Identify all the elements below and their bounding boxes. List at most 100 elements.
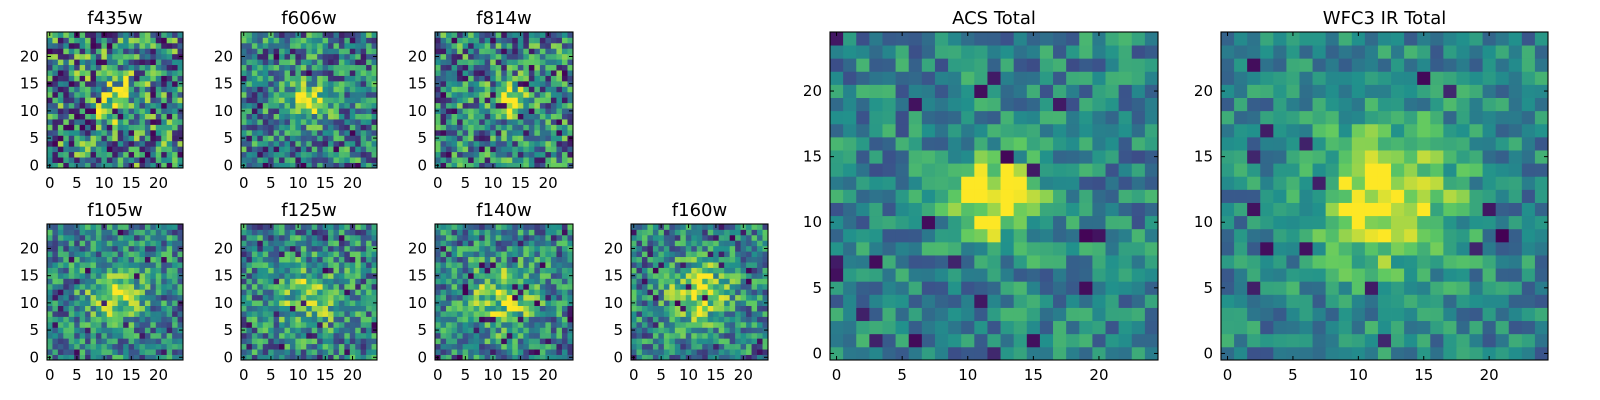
heatmap-cell [112,53,119,60]
heatmap-cell [446,129,452,136]
heatmap-cell [134,97,140,104]
heatmap-cell [123,97,129,104]
heatmap-cell [490,140,497,147]
heatmap-cell [95,75,102,82]
heatmap-cell [128,289,135,296]
heatmap-cell [528,321,535,328]
heatmap-cell [550,70,557,76]
heatmap-cell [57,102,64,109]
heatmap-cell [300,338,307,345]
heatmap-cell [246,59,253,66]
heatmap-cell [284,251,291,258]
heatmap-cell [134,151,140,158]
heatmap-cell [517,53,524,60]
x-tick-label: 15 [316,366,335,384]
heatmap-cell [311,327,318,334]
heatmap-cell [440,124,447,131]
heatmap-cell [338,294,345,301]
heatmap-cell [371,113,378,120]
heatmap-cell [762,289,769,296]
heatmap-cell [556,278,563,285]
heatmap-cell [517,256,524,263]
heatmap-cell [355,129,362,136]
heatmap-cell [479,224,486,230]
heatmap-cell [658,349,665,355]
heatmap-cell [123,316,129,323]
heatmap-cell [484,321,491,328]
heatmap-cell [740,251,747,258]
heatmap-cell [279,86,285,93]
heatmap-cell [284,108,291,114]
heatmap-cell [948,150,962,164]
heatmap-cell [446,289,452,296]
heatmap-cell [545,59,552,66]
heatmap-cell [139,70,146,76]
heatmap-cell [144,224,151,230]
heatmap-cell [495,289,502,296]
x-tick-label: 15 [511,366,530,384]
heatmap-cell [289,140,296,147]
heatmap-cell [729,332,736,339]
heatmap-cell [757,289,763,296]
heatmap-cell [251,64,258,71]
heatmap-cell [446,240,452,247]
heatmap-cell [328,256,334,263]
heatmap-cell [729,305,736,312]
heatmap-cell [123,80,129,87]
heatmap-cell [468,157,475,163]
heatmap-cell [251,349,258,355]
heatmap-cell [311,157,318,163]
heatmap-cell [134,59,140,66]
heatmap-cell [647,262,654,268]
heatmap-cell [333,272,340,279]
heatmap-cell [349,245,356,252]
heatmap-cell [669,240,676,247]
heatmap-cell [328,97,334,104]
heatmap-cell [57,75,64,82]
heatmap-cell [869,228,883,243]
heatmap-cell [52,316,59,323]
heatmap-cell [457,229,463,236]
heatmap-cell [451,294,458,301]
x-tick-label: 10 [95,366,114,384]
y-tick-label: 10 [408,294,427,312]
heatmap-cell [729,278,736,285]
heatmap-cell [74,108,81,114]
heatmap-cell [311,321,318,328]
heatmap-cell [273,305,280,312]
heatmap-cell [556,97,563,104]
heatmap-cell [52,42,59,49]
heatmap-cell [289,294,296,301]
heatmap-cell [279,289,285,296]
heatmap-cell [691,240,698,247]
heatmap-cell [74,48,81,55]
heatmap-cell [355,338,362,345]
heatmap-cell [631,332,637,339]
heatmap-cell [484,338,491,345]
heatmap-cell [974,333,988,348]
heatmap-cell [843,176,857,190]
heatmap-cell [740,338,747,345]
heatmap-cell [95,157,102,163]
heatmap-cell [724,300,731,306]
heatmap-cell [674,278,681,285]
heatmap-cell [685,332,692,339]
heatmap-cell [90,119,97,125]
heatmap-cell [79,124,86,131]
heatmap-cell [517,327,524,334]
heatmap-cell [268,256,275,263]
heatmap-cell [484,256,491,263]
heatmap-cell [284,135,291,142]
heatmap-cell [435,251,441,258]
heatmap-cell [57,113,64,120]
heatmap-cell [79,267,86,274]
heatmap-cell [435,140,441,147]
heatmap-cell [506,354,513,361]
heatmap-cell [882,189,896,203]
heatmap-cell [501,321,508,328]
heatmap-cell [268,151,275,158]
heatmap-cell [501,256,508,263]
heatmap-cell [1131,241,1146,256]
heatmap-cell [534,75,541,82]
heatmap-cell [268,349,275,355]
